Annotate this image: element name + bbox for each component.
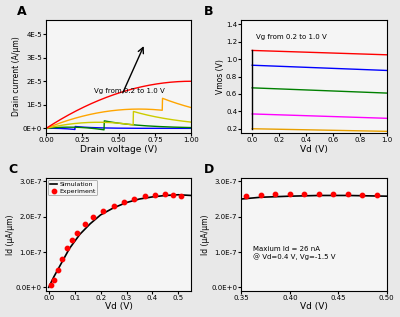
- Simulation: [150, 195, 155, 199]
- Simulation: [124, 201, 129, 204]
- Experiment: [69, 237, 75, 242]
- Legend: Simulation, Experiment: Simulation, Experiment: [48, 180, 98, 195]
- Experiment: [142, 194, 148, 199]
- Simulation: [137, 197, 142, 201]
- Experiment: [121, 199, 127, 204]
- Point: [258, 193, 264, 198]
- Simulation: [67, 247, 72, 250]
- Experiment: [110, 204, 117, 209]
- Text: C: C: [8, 163, 18, 176]
- Text: D: D: [204, 163, 214, 176]
- Experiment: [51, 277, 57, 282]
- Experiment: [100, 209, 106, 214]
- Simulation: [52, 275, 56, 279]
- Y-axis label: Id (μA/μm): Id (μA/μm): [6, 214, 14, 255]
- Simulation: [88, 222, 92, 226]
- X-axis label: Vd (V): Vd (V): [105, 302, 133, 311]
- Point: [243, 194, 250, 199]
- X-axis label: Vd (V): Vd (V): [300, 302, 328, 311]
- Experiment: [64, 246, 70, 251]
- Point: [272, 192, 278, 197]
- Point: [345, 192, 351, 197]
- Experiment: [48, 282, 54, 287]
- Experiment: [90, 214, 96, 219]
- Simulation: [46, 285, 51, 289]
- Y-axis label: Id (μA/μm): Id (μA/μm): [201, 214, 210, 255]
- Experiment: [82, 221, 88, 226]
- X-axis label: Drain voltage (V): Drain voltage (V): [80, 145, 158, 154]
- Simulation: [78, 232, 82, 236]
- Simulation: [111, 206, 116, 210]
- Experiment: [162, 191, 169, 197]
- Experiment: [131, 197, 138, 202]
- Simulation: [59, 261, 64, 264]
- Text: Maxium Id = 26 nA
@ Vd=0.4 V, Vg=-1.5 V: Maxium Id = 26 nA @ Vd=0.4 V, Vg=-1.5 V: [253, 246, 336, 260]
- Line: Simulation: Simulation: [49, 195, 191, 287]
- Point: [301, 191, 308, 197]
- Y-axis label: Drain current (A/μm): Drain current (A/μm): [12, 37, 21, 116]
- X-axis label: Vd (V): Vd (V): [300, 145, 328, 154]
- Simulation: [176, 193, 181, 197]
- Experiment: [58, 256, 65, 262]
- Simulation: [189, 194, 194, 197]
- Text: Vg from 0.2 to 1.0 V: Vg from 0.2 to 1.0 V: [256, 34, 327, 40]
- Y-axis label: Vmos (V): Vmos (V): [216, 59, 224, 94]
- Experiment: [152, 192, 158, 197]
- Text: A: A: [17, 5, 27, 18]
- Simulation: [98, 213, 103, 217]
- Experiment: [54, 267, 61, 272]
- Point: [316, 191, 322, 197]
- Point: [330, 192, 336, 197]
- Point: [374, 193, 380, 198]
- Simulation: [163, 194, 168, 197]
- Experiment: [178, 194, 184, 199]
- Point: [359, 192, 366, 197]
- Text: B: B: [204, 5, 213, 18]
- Experiment: [170, 192, 176, 197]
- Experiment: [74, 230, 80, 235]
- Point: [287, 191, 293, 197]
- Text: Vg from 0.2 to 1.0 V: Vg from 0.2 to 1.0 V: [94, 88, 165, 94]
